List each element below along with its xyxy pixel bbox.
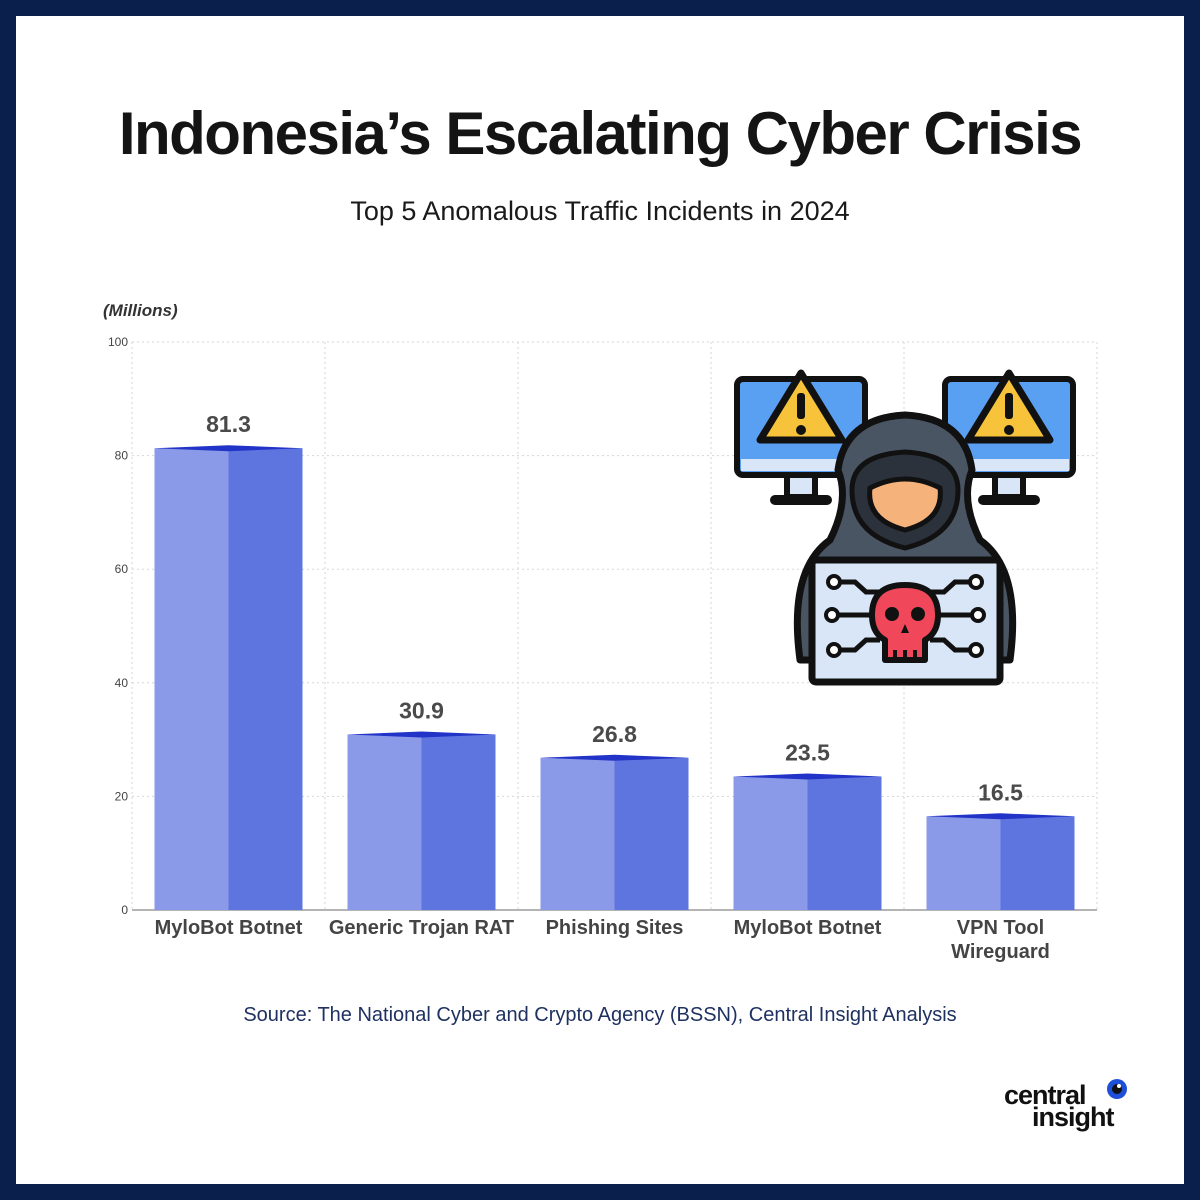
laptop-skull-icon [808,556,1004,686]
bar-left-face [540,757,615,910]
category-label: Generic Trojan RAT [329,917,514,939]
bar-top-face [733,773,882,780]
page-subtitle: Top 5 Anomalous Traffic Incidents in 202… [350,196,850,226]
category-label: Wireguard [951,941,1050,963]
y-tick-label: 80 [115,449,129,463]
logo-text-line1: central [1004,1080,1087,1110]
page-title: Indonesia’s Escalating Cyber Crisis [118,100,1083,167]
central-insight-logo: central insight [1002,1078,1142,1138]
bar-top-face [540,754,689,761]
value-label: 16.5 [978,779,1023,805]
value-label: 30.9 [399,697,444,723]
bar-left-face [926,816,1001,910]
logo-text-line2: insight [1032,1102,1114,1132]
bar-1: 81.3 MyloBot Botnet [154,411,303,939]
bar-left-face [347,734,422,910]
bar-left-face [154,448,229,910]
warning-monitor-right-icon [942,369,1076,505]
hacker-with-warning-monitors-icon [734,369,1076,686]
bar-3: 26.8 Phishing Sites [540,721,689,939]
bar-top-face [154,445,303,452]
y-tick-label: 0 [121,903,128,917]
y-axis-unit-label: (Millions) [103,301,178,320]
value-label: 23.5 [785,740,830,766]
warning-monitor-left-icon [734,369,868,505]
bar-top-face [347,731,496,738]
logo-eye-icon [1107,1079,1127,1099]
bar-left-face [733,776,808,910]
value-label: 26.8 [592,721,637,747]
y-tick-label: 60 [115,562,129,576]
category-label: MyloBot Botnet [734,917,882,939]
bar-right-face [228,448,303,910]
bar-chart: (Millions) 0 20 40 60 80 100 81.3 MyloBot Botn… [103,301,1098,963]
y-tick-label: 100 [108,335,128,349]
category-label: VPN Tool [957,917,1044,939]
bars: 81.3 MyloBot Botnet 30.9 Generic Trojan RAT… [154,411,1075,963]
bar-2: 30.9 Generic Trojan RAT [329,697,514,939]
value-label: 81.3 [206,411,251,437]
bar-right-face [421,734,496,910]
bar-right-face [1000,816,1075,910]
bar-right-face [807,776,882,910]
y-tick-label: 20 [115,789,129,803]
bar-right-face [614,757,689,910]
bar-top-face [926,813,1075,820]
source-note: Source: The National Cyber and Crypto Ag… [243,1004,957,1026]
y-tick-label: 40 [115,676,129,690]
category-label: MyloBot Botnet [155,917,303,939]
bar-4: 23.5 MyloBot Botnet [733,740,882,939]
category-label: Phishing Sites [546,917,684,939]
